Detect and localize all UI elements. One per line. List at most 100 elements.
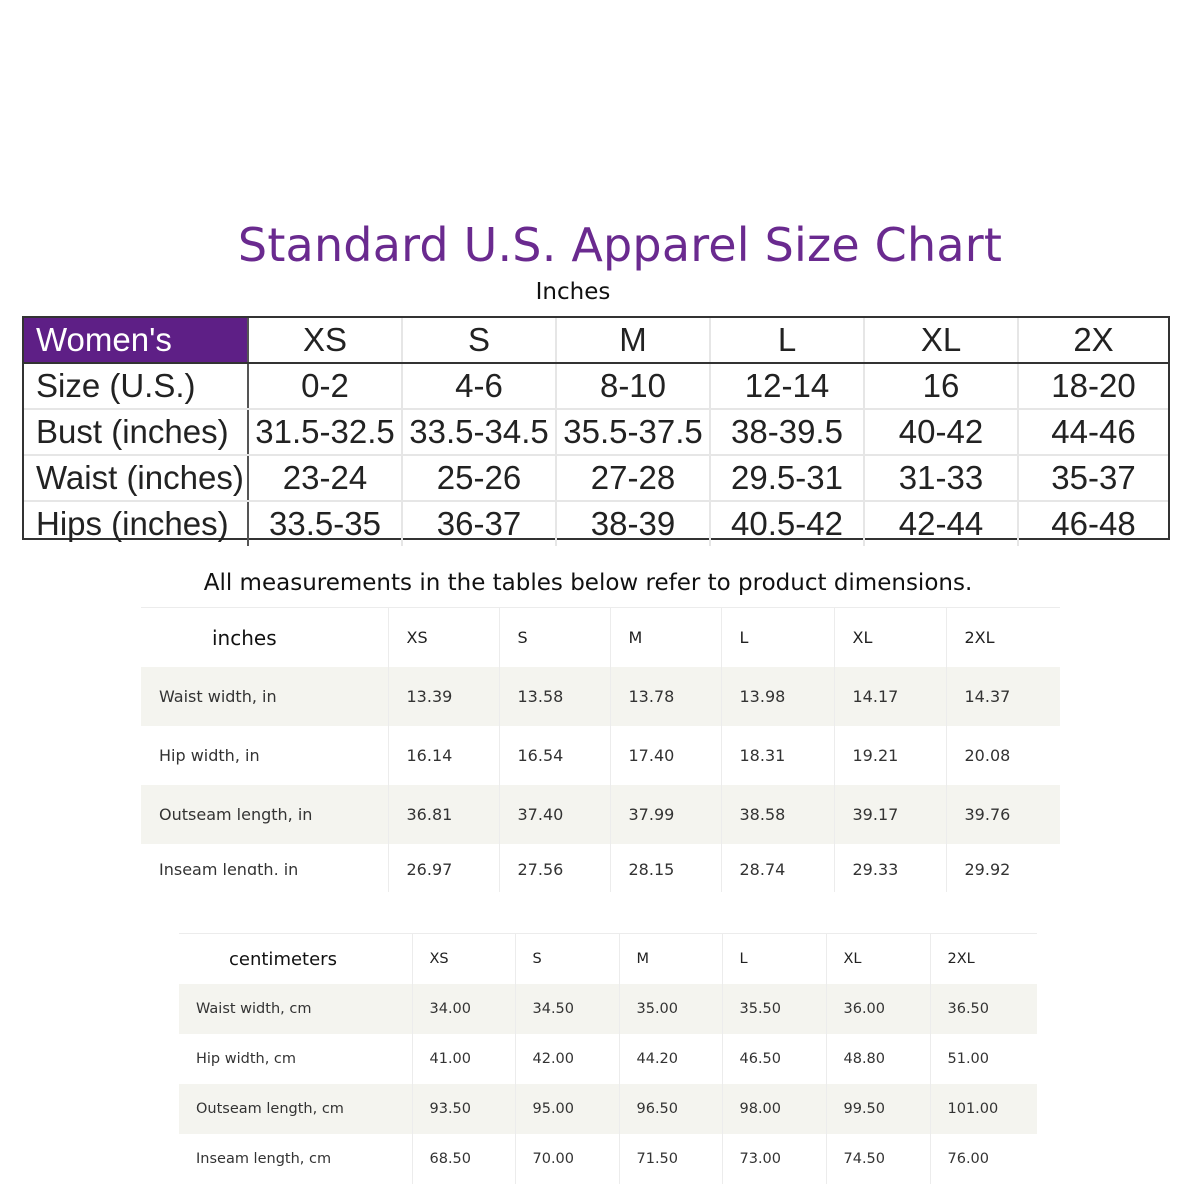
unit-label: inches <box>141 607 388 667</box>
table-row: Outseam length, cm 93.50 95.00 96.50 98.… <box>179 1084 1037 1134</box>
size-header: XS <box>387 607 499 667</box>
cell-text: 28.74 <box>739 861 786 875</box>
size-header: M <box>609 607 721 667</box>
table-cell: 34.00 <box>411 984 515 1034</box>
table-cell: 13.98 <box>720 667 834 726</box>
row-label: Size (U.S.) <box>24 363 249 410</box>
row-label: Inseam length, in <box>141 844 388 892</box>
table-cell: 44-46 <box>1018 409 1168 456</box>
table-cell: 31.5-32.5 <box>248 409 403 456</box>
size-header: 2XL <box>929 933 1037 984</box>
size-header: XL <box>864 318 1019 364</box>
table-cell: 37.40 <box>498 785 610 844</box>
cell-text: 28.15 <box>628 861 675 875</box>
size-header: S <box>514 933 619 984</box>
table-row: Size (U.S.) 0-2 4-6 8-10 12-14 16 18-20 <box>24 363 1168 410</box>
cell-text: 27.56 <box>517 861 564 875</box>
table-cell: 70.00 <box>514 1134 619 1184</box>
table-cell: 35.5-37.5 <box>556 409 711 456</box>
table-cell: 39.17 <box>833 785 946 844</box>
cell-text: 29.92 <box>964 861 1011 875</box>
table-cell: 36.81 <box>387 785 499 844</box>
table-cell: 18.31 <box>720 726 834 785</box>
table-cell: 20.08 <box>945 726 1060 785</box>
unit-label: centimeters <box>179 933 412 984</box>
table-row: Outseam length, in 36.81 37.40 37.99 38.… <box>141 785 1060 844</box>
table-cell: 74.50 <box>825 1134 930 1184</box>
table-cell: 16.54 <box>498 726 610 785</box>
table-cell: 44.20 <box>618 1034 722 1084</box>
table-cell: 29.33 <box>833 844 946 892</box>
table-cell: 96.50 <box>618 1084 722 1134</box>
table-cell: 27.56 <box>498 844 610 892</box>
table-cell: 99.50 <box>825 1084 930 1134</box>
size-header: 2XL <box>945 607 1060 667</box>
table-cell: 39.76 <box>945 785 1060 844</box>
table-cell: 13.58 <box>498 667 610 726</box>
table-cell: 4-6 <box>402 363 557 410</box>
size-header: XL <box>833 607 946 667</box>
row-label: Waist width, cm <box>179 984 412 1034</box>
size-header: XS <box>411 933 515 984</box>
table-cell: 33.5-35 <box>248 501 403 546</box>
standard-size-chart: Women's XS S M L XL 2X Size (U.S.) 0-2 4… <box>22 316 1170 546</box>
table-cell: 76.00 <box>929 1134 1037 1184</box>
table-cell: 18-20 <box>1018 363 1168 410</box>
table-cell: 12-14 <box>710 363 865 410</box>
table-row: Waist (inches) 23-24 25-26 27-28 29.5-31… <box>24 455 1168 502</box>
cm-header-row: centimeters XS S M L XL 2XL <box>179 933 1037 984</box>
table-cell: 34.50 <box>514 984 619 1034</box>
table-cell: 46.50 <box>721 1034 826 1084</box>
table-cell: 26.97 <box>387 844 499 892</box>
table-cell: 71.50 <box>618 1134 722 1184</box>
row-label: Hip width, cm <box>196 1051 297 1067</box>
table-cell: 73.00 <box>721 1134 826 1184</box>
table-cell: 16 <box>864 363 1019 410</box>
table-row: Waist width, in 13.39 13.58 13.78 13.98 … <box>141 667 1060 726</box>
table-row: Hip width, cm 41.00 42.00 44.20 46.50 48… <box>179 1034 1037 1084</box>
centimeters-table: centimeters XS S M L XL 2XL Waist width,… <box>179 933 1037 1184</box>
table-cell: 13.39 <box>387 667 499 726</box>
row-label: Inseam length, cm <box>196 1151 332 1167</box>
table-cell: 28.74 <box>720 844 834 892</box>
row-label: Hip width, in <box>159 746 260 765</box>
table-cell: 95.00 <box>514 1084 619 1134</box>
table-cell: 40-42 <box>864 409 1019 456</box>
table-cell: 101.00 <box>929 1084 1037 1134</box>
table-cell: 13.78 <box>609 667 721 726</box>
table-cell: 27-28 <box>556 455 711 502</box>
table-cell: 29.5-31 <box>710 455 865 502</box>
size-header: L <box>710 318 865 364</box>
size-header: M <box>618 933 722 984</box>
size-header: XS <box>248 318 403 364</box>
table-row: Inseam length, in 26.97 27.56 28.15 28.7… <box>141 844 1060 892</box>
table-cell: 0-2 <box>248 363 403 410</box>
table-cell: 42-44 <box>864 501 1019 546</box>
row-label: Waist (inches) <box>24 455 249 502</box>
table-cell: 29.92 <box>945 844 1060 892</box>
table-row: Bust (inches) 31.5-32.5 33.5-34.5 35.5-3… <box>24 409 1168 456</box>
table-cell: 35.50 <box>721 984 826 1034</box>
size-header: 2X <box>1018 318 1168 364</box>
table-cell: 36.50 <box>929 984 1037 1034</box>
row-label: Hips (inches) <box>24 501 249 546</box>
size-header: L <box>721 933 826 984</box>
row-label: Bust (inches) <box>24 409 249 456</box>
row-label: Outseam length, cm <box>179 1084 412 1134</box>
size-header: S <box>498 607 610 667</box>
table-row: Inseam length, cm 68.50 70.00 71.50 73.0… <box>179 1134 1037 1184</box>
table-cell: 31-33 <box>864 455 1019 502</box>
table-row: Hip width, in 16.14 16.54 17.40 18.31 19… <box>141 726 1060 785</box>
table-cell: 19.21 <box>833 726 946 785</box>
table-cell: 25-26 <box>402 455 557 502</box>
table-row: Waist width, cm 34.00 34.50 35.00 35.50 … <box>179 984 1037 1034</box>
table-cell: 8-10 <box>556 363 711 410</box>
size-header: XL <box>825 933 930 984</box>
table-cell: 36-37 <box>402 501 557 546</box>
table-cell: 51.00 <box>929 1034 1037 1084</box>
size-header: L <box>720 607 834 667</box>
table-cell: 17.40 <box>609 726 721 785</box>
row-label-text: Inseam length, in <box>159 861 299 875</box>
inches-header-row: inches XS S M L XL 2XL <box>141 607 1060 667</box>
size-header: M <box>556 318 711 364</box>
